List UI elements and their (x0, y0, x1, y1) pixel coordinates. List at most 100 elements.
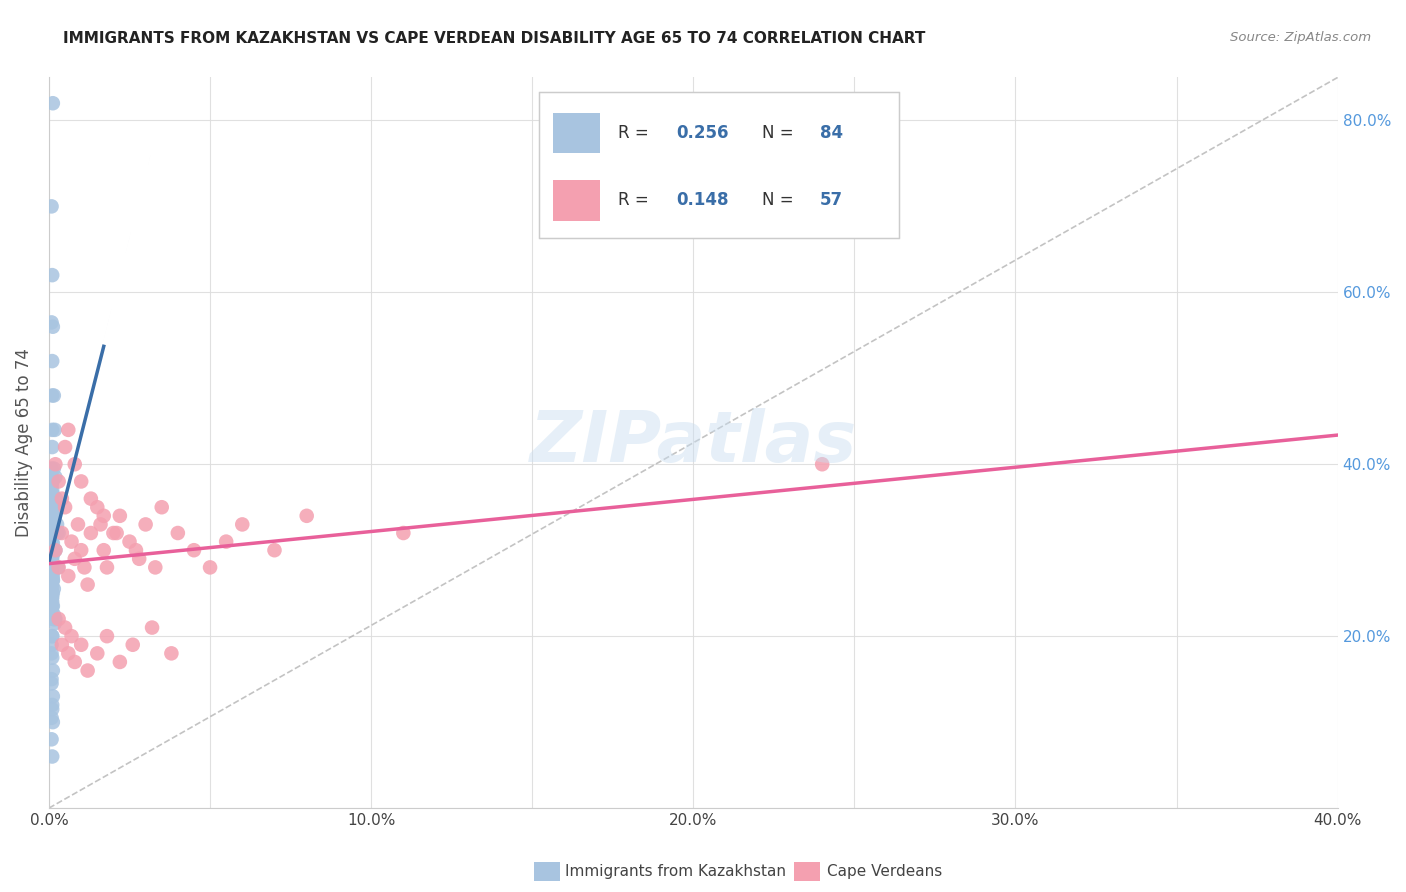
Point (42, 607, 65, 622)
Point (42, 574, 65, 588)
Point (66, 517, 89, 532)
Point (53, 440, 76, 454)
Point (41, 491, 63, 506)
Point (86, 646, 108, 660)
Point (42, 599, 65, 613)
Point (63, 655, 86, 669)
Point (42, 319, 65, 334)
Point (70, 475, 93, 489)
Text: Immigrants from Kazakhstan: Immigrants from Kazakhstan (565, 864, 786, 879)
Point (51, 638, 73, 652)
Point (41, 440, 63, 454)
Point (96, 560, 118, 574)
Point (41, 354, 63, 368)
Point (42, 487, 65, 501)
Point (41, 423, 63, 437)
Point (93, 543, 115, 558)
Point (45, 500, 67, 515)
Point (42, 500, 65, 515)
Point (76, 577, 98, 591)
Point (128, 551, 150, 566)
Point (160, 646, 183, 660)
Point (42, 569, 65, 583)
Point (42, 545, 65, 559)
Point (41, 479, 63, 493)
Point (41, 646, 63, 660)
Point (41, 638, 63, 652)
Y-axis label: Disability Age 65 to 74: Disability Age 65 to 74 (15, 348, 32, 537)
Point (53, 500, 76, 515)
Point (42, 96, 65, 111)
Point (80, 526, 103, 541)
Point (41, 491, 63, 506)
Point (53, 621, 76, 635)
Point (166, 526, 188, 541)
Point (41, 599, 63, 613)
Point (143, 560, 166, 574)
Point (70, 543, 93, 558)
Point (41, 530, 63, 544)
Point (58, 646, 80, 660)
Point (41, 475, 63, 489)
Point (125, 543, 148, 558)
Point (42, 612, 65, 626)
Point (42, 536, 65, 550)
Point (41, 475, 63, 489)
Point (42, 388, 65, 402)
Point (41, 315, 63, 329)
Point (183, 543, 205, 558)
Point (108, 655, 131, 669)
Point (41, 553, 63, 567)
Point (86, 500, 108, 515)
Point (41, 603, 63, 617)
Point (263, 543, 285, 558)
Point (42, 586, 65, 600)
Point (41, 629, 63, 643)
Point (42, 582, 65, 596)
Point (44, 423, 66, 437)
Point (42, 664, 65, 678)
Point (41, 508, 63, 523)
Point (41, 629, 63, 643)
Point (41, 562, 63, 576)
Point (63, 457, 86, 471)
Point (41, 591, 63, 605)
Point (41, 522, 63, 536)
Point (41, 579, 63, 593)
Point (41, 199, 63, 213)
Point (42, 612, 65, 626)
Point (118, 534, 141, 549)
Point (41, 595, 63, 609)
Point (41, 534, 63, 549)
Point (42, 496, 65, 510)
Point (811, 457, 834, 471)
Point (41, 571, 63, 585)
Point (41, 577, 63, 591)
Point (42, 461, 65, 475)
Point (103, 526, 125, 541)
Point (41, 560, 63, 574)
Point (215, 534, 238, 549)
Point (44, 543, 66, 558)
Point (46, 560, 69, 574)
Point (44, 470, 66, 484)
Point (51, 491, 73, 506)
Point (108, 508, 131, 523)
Point (42, 508, 65, 523)
Point (41, 388, 63, 402)
Point (41, 676, 63, 690)
Point (48, 475, 70, 489)
Point (231, 517, 253, 532)
Text: IMMIGRANTS FROM KAZAKHSTAN VS CAPE VERDEAN DISABILITY AGE 65 TO 74 CORRELATION C: IMMIGRANTS FROM KAZAKHSTAN VS CAPE VERDE… (63, 31, 925, 46)
Point (41, 268, 63, 282)
Point (150, 500, 173, 515)
Point (198, 560, 221, 574)
Point (46, 517, 69, 532)
Point (41, 588, 63, 602)
Point (76, 664, 98, 678)
Point (42, 690, 65, 704)
Point (51, 526, 73, 541)
Point (41, 650, 63, 665)
Point (121, 638, 143, 652)
Text: ZIPatlas: ZIPatlas (530, 409, 858, 477)
